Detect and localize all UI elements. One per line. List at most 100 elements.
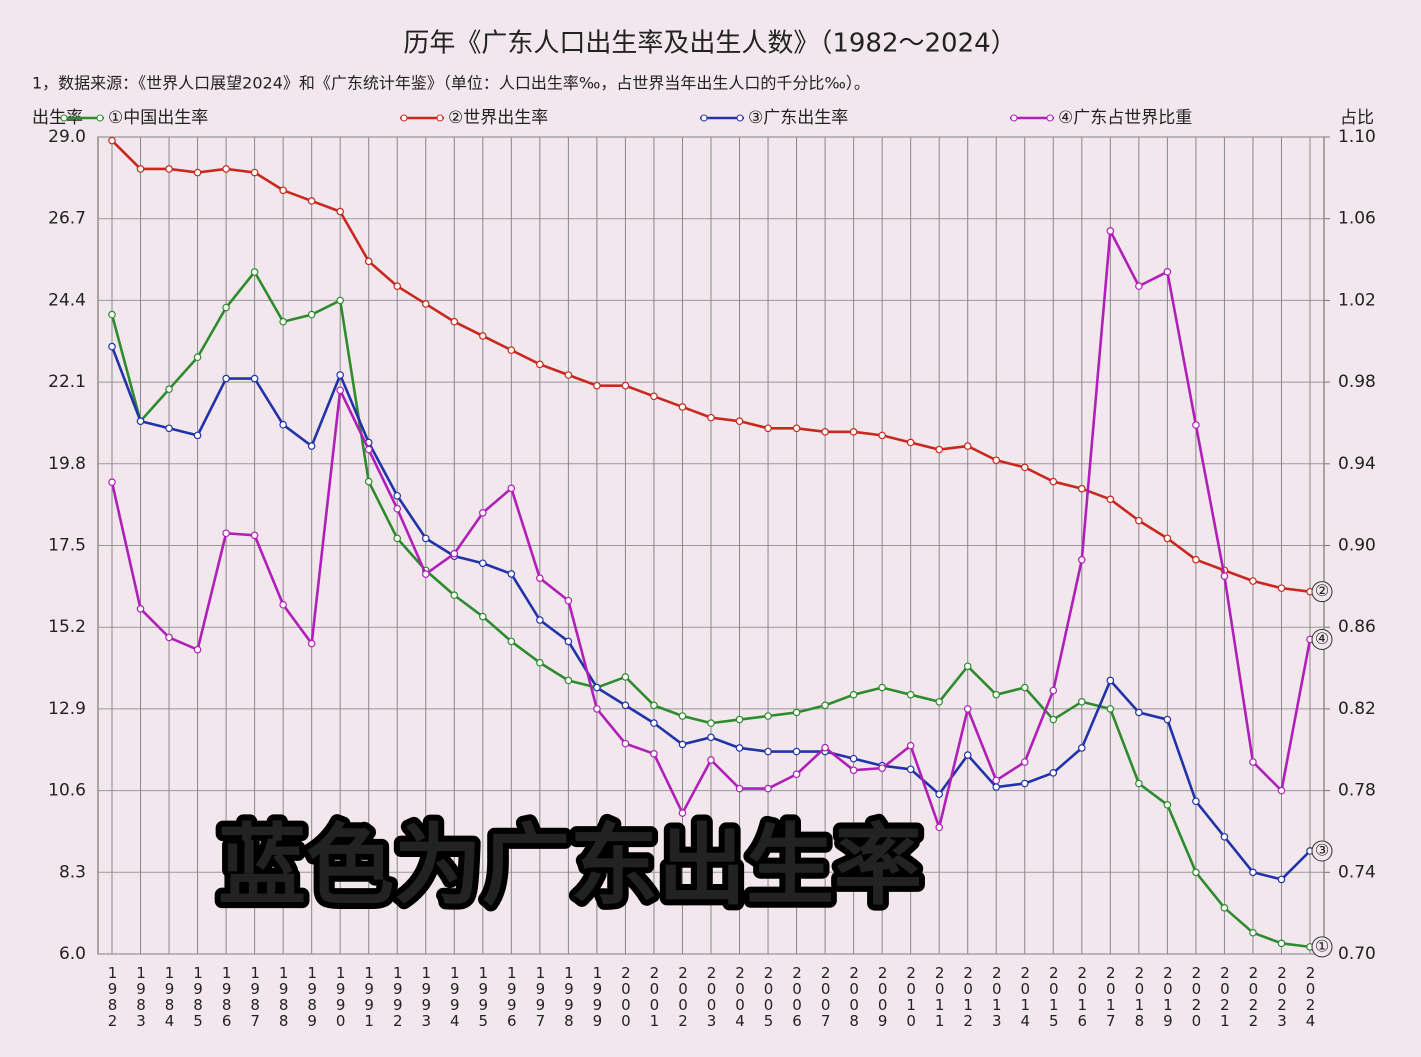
data-point — [735, 715, 744, 724]
data-point — [193, 645, 202, 654]
data-point — [165, 633, 173, 642]
data-point — [1249, 928, 1257, 937]
data-point — [849, 754, 858, 763]
data-point — [393, 491, 402, 500]
data-point — [992, 783, 1001, 791]
data-point — [250, 168, 259, 177]
data-point — [536, 616, 544, 624]
y-tick-label: 15.2 — [48, 617, 86, 637]
data-point — [963, 751, 972, 759]
data-point — [564, 676, 573, 685]
y-tick-label: 24.4 — [48, 290, 86, 310]
data-point — [1106, 676, 1115, 685]
x-tick-label: 2006 — [788, 964, 806, 1028]
data-point — [878, 431, 886, 440]
x-tick-label: 1986 — [218, 964, 236, 1028]
data-point — [935, 445, 943, 454]
data-point — [136, 165, 145, 173]
data-point — [821, 428, 829, 436]
data-point — [1192, 555, 1200, 564]
data-point — [393, 504, 402, 513]
data-point — [963, 442, 972, 450]
x-tick-label: 1987 — [246, 964, 264, 1028]
x-tick-label: 1998 — [560, 964, 578, 1028]
end-label: ② — [1315, 581, 1329, 600]
x-tick-label: 1994 — [446, 964, 464, 1028]
end-label: ③ — [1315, 840, 1329, 859]
x-tick-label: 1992 — [389, 964, 407, 1028]
x-tick-label: 2022 — [1244, 964, 1262, 1028]
data-point — [792, 747, 801, 756]
x-tick-label: 2005 — [760, 964, 778, 1028]
x-tick-label: 2018 — [1130, 964, 1148, 1028]
end-label: ④ — [1315, 629, 1329, 648]
chart-subtitle: 1，数据来源：《世界人口展望2024》和《广东统计年鉴》（单位：人口出生率‰，占… — [32, 74, 870, 93]
y2-tick-label: 1.10 — [1338, 127, 1376, 147]
x-tick-label: 1995 — [474, 964, 492, 1028]
data-point — [678, 403, 687, 411]
x-tick-label: 1989 — [303, 964, 321, 1028]
legend-marker — [700, 114, 708, 122]
y2-tick-label: 0.78 — [1338, 781, 1376, 801]
data-point — [1220, 832, 1229, 841]
data-point — [421, 534, 430, 543]
data-point — [307, 639, 316, 648]
x-tick-label: 2001 — [645, 964, 663, 1028]
x-tick-label: 2010 — [902, 964, 920, 1028]
data-point — [222, 374, 230, 383]
data-point — [621, 701, 630, 710]
data-point — [1192, 421, 1200, 429]
data-point — [250, 531, 259, 540]
data-point — [1277, 786, 1286, 795]
x-tick-label: 1983 — [132, 964, 150, 1028]
data-point — [906, 690, 915, 699]
data-point — [193, 353, 202, 362]
x-tick-label: 2012 — [959, 964, 977, 1028]
data-point — [1106, 705, 1115, 713]
y-tick-label: 19.8 — [48, 454, 86, 474]
y2-tick-label: 0.86 — [1338, 617, 1376, 637]
end-marker-ring — [1311, 840, 1333, 862]
end-marker-ring — [1311, 581, 1333, 603]
x-tick-label: 2008 — [845, 964, 863, 1028]
data-point — [792, 770, 801, 779]
data-point — [1220, 904, 1229, 912]
data-point — [1249, 577, 1257, 585]
x-tick-label: 1996 — [503, 964, 521, 1028]
data-point — [536, 658, 544, 667]
data-point — [507, 637, 516, 646]
data-point — [507, 570, 516, 578]
data-point — [849, 766, 858, 774]
data-point — [878, 683, 886, 692]
y2-tick-label: 0.70 — [1338, 944, 1376, 964]
data-point — [906, 438, 915, 447]
x-tick-label: 2000 — [617, 964, 635, 1028]
data-point — [992, 690, 1001, 699]
data-point — [421, 300, 430, 308]
data-point — [821, 701, 829, 710]
data-point — [108, 310, 116, 319]
data-point — [650, 701, 658, 710]
y-tick-label: 10.6 — [48, 781, 86, 801]
y-tick-label: 29.0 — [48, 127, 86, 147]
data-point — [764, 424, 772, 433]
x-tick-label: 2014 — [1016, 964, 1034, 1028]
data-point — [364, 257, 373, 266]
end-marker-ring — [1311, 936, 1333, 958]
x-tick-label: 1985 — [189, 964, 207, 1028]
data-point — [336, 296, 344, 305]
x-tick-label: 2003 — [703, 964, 721, 1028]
data-point — [1249, 758, 1257, 766]
data-point — [621, 381, 630, 390]
data-point — [1135, 708, 1143, 717]
data-point — [307, 197, 316, 205]
data-point — [1220, 572, 1229, 580]
data-point — [250, 268, 259, 276]
data-point — [992, 456, 1001, 465]
x-tick-label: 2009 — [874, 964, 892, 1028]
data-point — [707, 719, 715, 727]
data-point — [1078, 744, 1086, 752]
data-point — [650, 392, 658, 401]
x-tick-label: 2016 — [1073, 964, 1091, 1028]
